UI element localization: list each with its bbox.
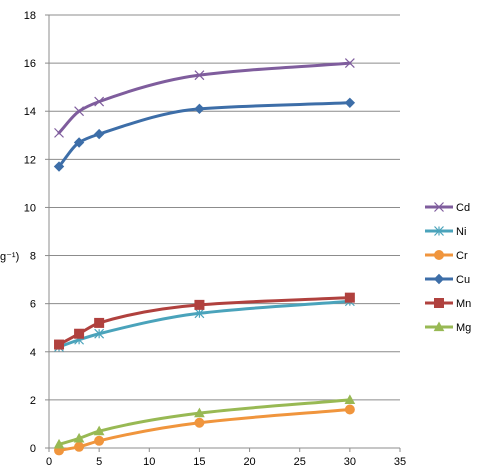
data-point-cu — [93, 128, 105, 140]
y-tick-label: 6 — [30, 299, 36, 311]
data-point-mg — [194, 407, 205, 418]
data-point-mg — [93, 425, 105, 436]
data-point-mn — [344, 292, 355, 303]
series-mn — [54, 292, 355, 350]
legend: Cd Ni Cr Cu Mn Mg — [425, 202, 471, 334]
plot-series — [53, 58, 356, 456]
data-point-ni — [94, 328, 105, 339]
legend-marker — [434, 250, 444, 260]
legend-marker — [434, 298, 444, 308]
legend-label: Cd — [456, 202, 470, 214]
data-point-mn — [94, 317, 105, 328]
data-point-cu — [73, 137, 85, 148]
data-point-mn — [194, 299, 205, 310]
series-line-ni — [57, 299, 352, 349]
data-point-mn — [54, 339, 65, 350]
legend-label: Cu — [456, 274, 470, 286]
x-tick-label: 20 — [243, 456, 255, 468]
legend-marker — [434, 226, 444, 236]
x-tick-label: 35 — [394, 456, 406, 468]
data-point-cr — [94, 435, 105, 446]
y-tick-label: 12 — [24, 154, 36, 166]
data-point-cd — [344, 58, 355, 69]
data-point-mg — [73, 432, 85, 443]
y-tick-label: 4 — [30, 347, 36, 359]
y-axis-label-fragment: g⁻¹) — [0, 251, 19, 263]
axes — [45, 14, 401, 452]
gridlines — [49, 14, 400, 401]
legend-item-cr: Cr — [425, 250, 468, 262]
data-point-cu — [53, 161, 65, 172]
data-point-mg — [344, 394, 356, 404]
legend-marker — [433, 273, 445, 285]
y-tick-label: 14 — [24, 106, 36, 118]
data-point-cd — [94, 96, 105, 107]
legend-item-mg: Mg — [425, 321, 471, 334]
data-point-cu — [194, 103, 205, 115]
legend-item-mn: Mn — [425, 298, 471, 310]
data-point-mg — [53, 438, 65, 449]
data-point-cd — [74, 106, 85, 117]
x-tick-label: 10 — [143, 456, 155, 468]
legend-label: Mn — [456, 298, 471, 310]
data-point-mn — [74, 328, 85, 339]
series-mg — [53, 394, 356, 449]
data-point-cr — [344, 404, 355, 415]
y-tick-label: 0 — [30, 443, 36, 455]
y-tick-label: 10 — [24, 202, 36, 214]
x-tick-label: 30 — [344, 456, 356, 468]
legend-label: Ni — [456, 226, 466, 238]
x-tick-label: 5 — [96, 456, 102, 468]
series-cr — [54, 404, 355, 456]
y-tick-label: 8 — [30, 251, 36, 263]
y-tick-label: 18 — [24, 10, 36, 22]
legend-item-cd: Cd — [425, 202, 470, 214]
legend-item-ni: Ni — [425, 226, 466, 238]
x-tick-label: 25 — [294, 456, 306, 468]
legend-item-cu: Cu — [425, 273, 470, 286]
data-point-cr — [194, 417, 205, 428]
legend-marker — [433, 321, 445, 332]
legend-label: Cr — [456, 250, 468, 262]
y-tick-label: 2 — [30, 395, 36, 407]
tick-labels: 0 2 4 6 8 10 12 14 16 18 0 5 10 15 20 25 30 35 — [24, 10, 406, 468]
data-point-cu — [344, 97, 356, 109]
data-point-cd — [54, 127, 64, 138]
x-tick-label: 0 — [46, 456, 52, 468]
series-cu — [53, 97, 356, 172]
legend-label: Mg — [456, 322, 471, 334]
data-point-cd — [194, 70, 205, 81]
legend-marker — [434, 202, 444, 212]
series-cd — [54, 58, 355, 138]
data-point-cr — [74, 441, 85, 452]
data-point-ni — [194, 308, 205, 319]
x-tick-label: 15 — [193, 456, 205, 468]
y-tick-label: 16 — [24, 58, 36, 70]
